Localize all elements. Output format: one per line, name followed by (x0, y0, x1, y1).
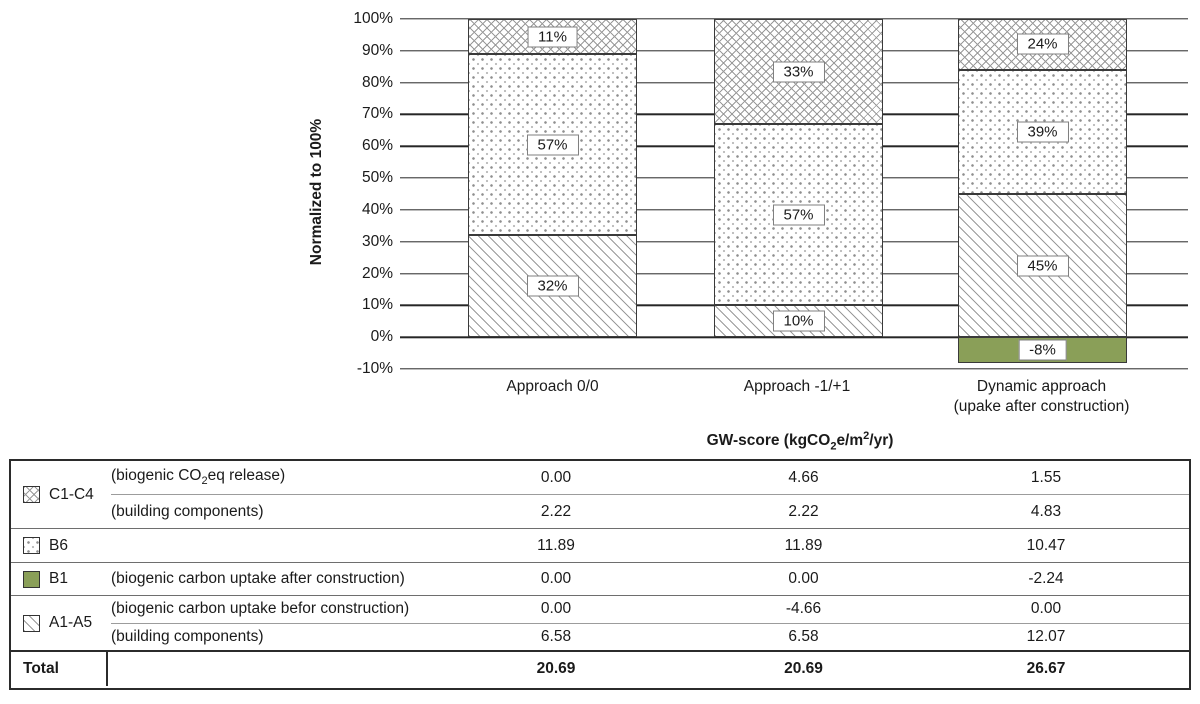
total-label: Total (11, 652, 108, 686)
table-subrow: (biogenic carbon uptake befor constructi… (111, 596, 1189, 624)
table-header-gw-score: GW-score (kgCO2e/m2/yr) (706, 430, 894, 453)
segment-label: 45% (1016, 255, 1069, 277)
total-dynamic: 26.67 (1026, 660, 1066, 677)
value-dynamic: -2.24 (1028, 570, 1064, 587)
y-tick-label: 60% (361, 137, 393, 155)
y-gridline (400, 336, 1188, 338)
row-description: (building components) (111, 502, 264, 520)
stacked-bar: 32% 57% 11% (468, 19, 637, 369)
value-approach-minus1-plus1: 11.89 (784, 536, 823, 554)
segment-label: 33% (772, 61, 825, 82)
legend-swatch-crosshatch-icon (23, 486, 40, 503)
row-code: B6 (49, 536, 68, 554)
segment-label: 24% (1016, 33, 1069, 55)
row-description: (biogenic carbon uptake befor constructi… (111, 600, 410, 618)
row-description: (biogenic carbon uptake after constructi… (111, 570, 405, 587)
segment-label: 57% (772, 204, 825, 226)
y-tick-label: -10% (356, 360, 393, 377)
value-approach-minus1-plus1: 4.66 (788, 468, 819, 486)
plot-area: 32% 57% 11% 10% 57% 33% -8% 45% 39% 24% (400, 18, 1188, 370)
value-approach-0-0: 11.89 (537, 536, 575, 554)
y-gridline (400, 368, 1188, 370)
gw-score-table: C1-C4 (biogenic CO2eq release) 0.00 4.66… (9, 459, 1191, 690)
table-row-total: Total 20.69 20.69 26.67 (11, 652, 1189, 686)
row-label-b1: B1 (11, 563, 111, 595)
table-row-a1a5: A1-A5 (biogenic carbon uptake befor cons… (11, 596, 1189, 652)
x-category-label: Dynamic approach (upake after constructio… (953, 378, 1130, 416)
legend-swatch-green-icon (23, 570, 40, 588)
row-label-a1a5: A1-A5 (11, 596, 111, 650)
value-approach-minus1-plus1: -4.66 (785, 600, 822, 618)
x-category-label: Approach -1/+1 (743, 378, 851, 395)
legend-swatch-dots-icon (23, 537, 40, 554)
row-label-c1c4: C1-C4 (11, 461, 111, 528)
row-code: C1-C4 (49, 485, 94, 503)
row-label-b6: B6 (11, 529, 111, 562)
segment-label: 10% (772, 310, 825, 332)
row-code: B1 (49, 570, 68, 587)
table-row-b6: B6 11.89 11.89 10.47 (11, 529, 1189, 563)
row-description: (building components) (111, 627, 264, 645)
value-dynamic: 12.07 (1026, 627, 1066, 645)
value-approach-0-0: 0.00 (540, 570, 572, 587)
x-category-label: Approach 0/0 (506, 378, 599, 395)
value-approach-0-0: 0.00 (540, 600, 572, 618)
table-subrow: (building components) 2.22 2.22 4.83 (111, 495, 1189, 528)
value-dynamic: 10.47 (1026, 536, 1066, 554)
value-dynamic: 4.83 (1030, 502, 1062, 520)
stacked-bar-chart: Normalized to 100% 32% 57% 11% 10% 57% 33% -8%… (308, 10, 1188, 416)
y-tick-label: 40% (361, 200, 393, 218)
y-tick-label: 50% (361, 169, 393, 187)
y-tick-label: 0% (370, 328, 393, 346)
table-row-b1: B1 (biogenic carbon uptake after constru… (11, 563, 1189, 596)
table-subrow: (building components) 6.58 6.58 12.07 (111, 624, 1189, 651)
stacked-bar: -8% 45% 39% 24% (958, 19, 1127, 369)
value-dynamic: 0.00 (1030, 600, 1062, 618)
segment-label: 32% (526, 275, 579, 297)
y-tick-label: 80% (361, 73, 393, 91)
table-subrow: (biogenic carbon uptake after constructi… (111, 563, 1189, 595)
y-tick-label: 70% (361, 105, 393, 123)
table-subrow: (biogenic CO2eq release) 0.00 4.66 1.55 (111, 461, 1189, 495)
value-dynamic: 1.55 (1030, 468, 1062, 486)
legend-swatch-diagonal-icon (23, 614, 40, 632)
value-approach-minus1-plus1: 0.00 (788, 570, 819, 587)
value-approach-0-0: 0.00 (540, 468, 572, 486)
value-approach-0-0: 2.22 (540, 502, 572, 520)
row-description: (biogenic CO2eq release) (111, 467, 286, 488)
y-tick-label: 30% (361, 232, 393, 250)
segment-label: 11% (527, 26, 578, 47)
row-code: A1-A5 (49, 614, 93, 631)
value-approach-0-0: 6.58 (540, 627, 572, 645)
stacked-bar: 10% 57% 33% (714, 19, 883, 369)
table-subrow: 11.89 11.89 10.47 (111, 529, 1189, 562)
y-tick-label: 20% (361, 264, 393, 282)
y-tick-label: 90% (361, 41, 393, 59)
segment-label: -8% (1018, 339, 1067, 361)
value-approach-minus1-plus1: 6.58 (788, 627, 819, 645)
y-tick-label: 10% (361, 296, 393, 314)
total-approach-minus1-plus1: 20.69 (784, 660, 823, 677)
segment-label: 39% (1016, 121, 1069, 143)
table-row-c1c4: C1-C4 (biogenic CO2eq release) 0.00 4.66… (11, 461, 1189, 529)
y-tick-label: 100% (353, 10, 393, 27)
value-approach-minus1-plus1: 2.22 (788, 502, 819, 520)
segment-label: 57% (526, 134, 579, 156)
total-approach-0-0: 20.69 (536, 660, 576, 677)
